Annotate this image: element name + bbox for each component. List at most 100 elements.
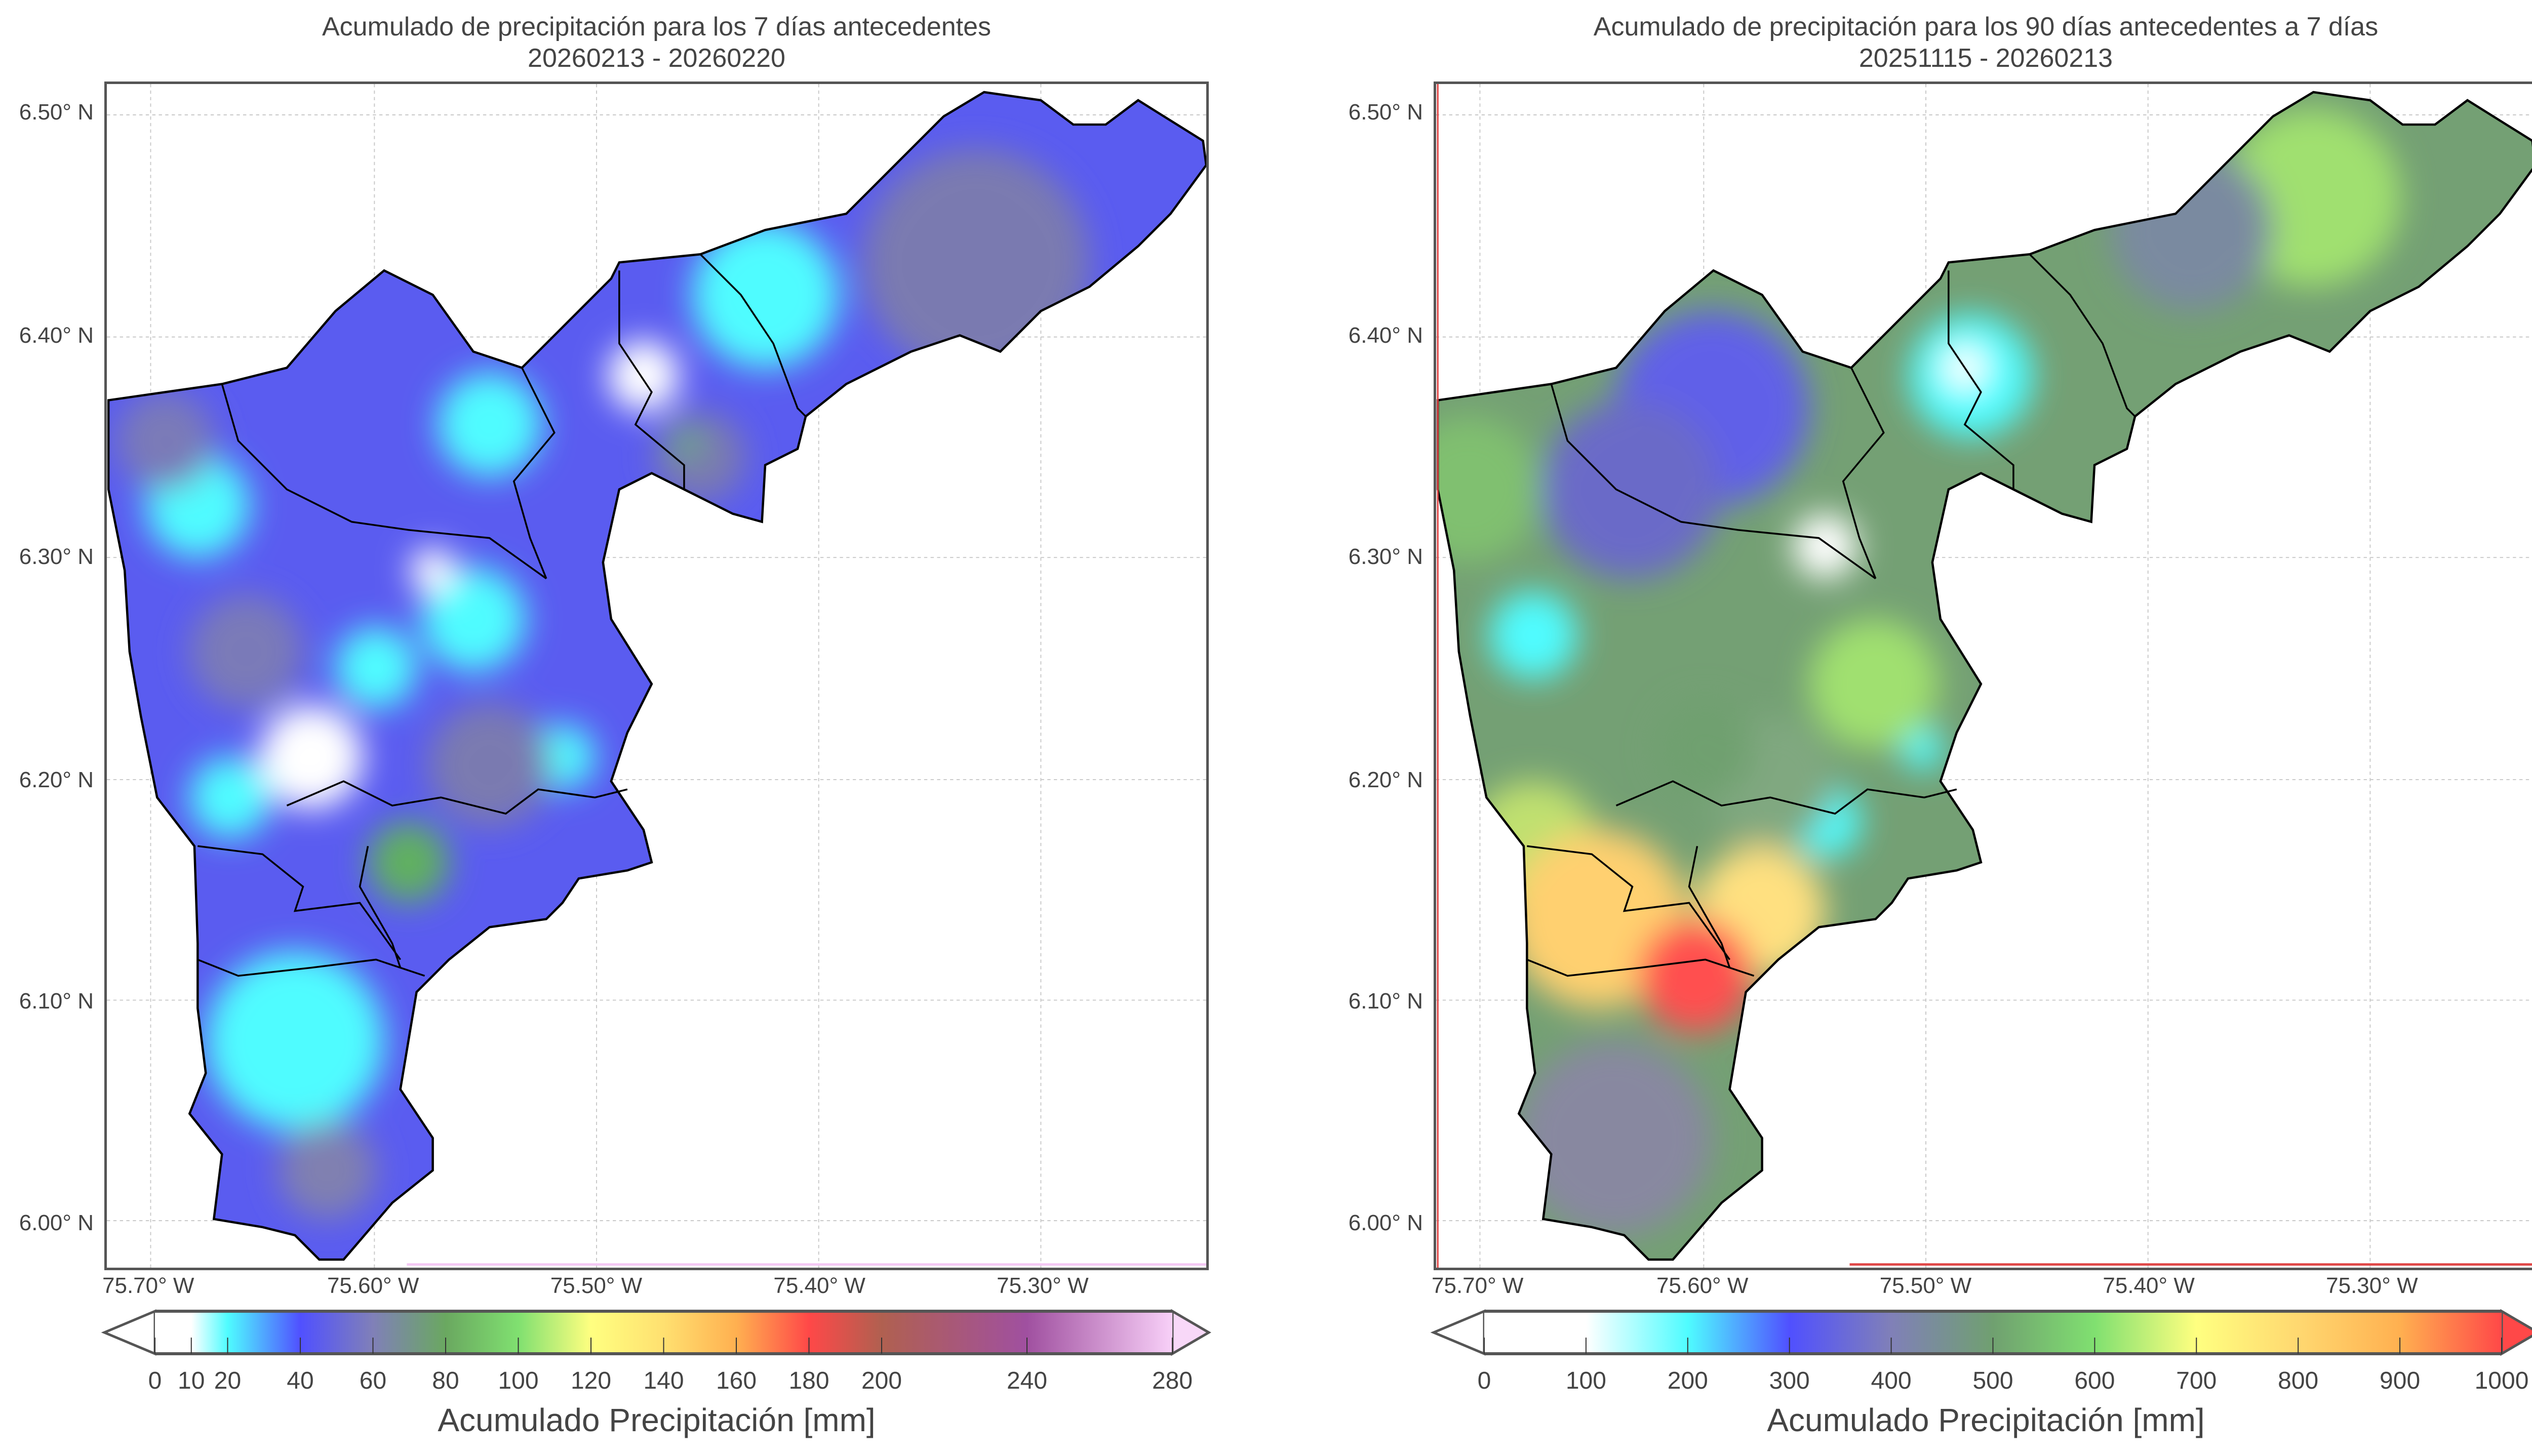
colorbar-tick-label: 60: [359, 1367, 387, 1394]
precip-blob: [1656, 700, 1754, 798]
precipitation-field: [1438, 92, 2532, 1260]
colorbar-tick-label: 100: [1565, 1367, 1606, 1394]
colorbar-tick-label: 400: [1871, 1367, 1912, 1394]
lon-tick-label: 75.40° W: [773, 1273, 865, 1298]
lon-tick-label: 75.30° W: [997, 1273, 1089, 1298]
map-canvas: [1436, 84, 2532, 1268]
precip-blob: [1541, 400, 1720, 579]
panel-title: Acumulado de precipitación para los 7 dí…: [104, 11, 1209, 74]
colorbar-tick-label: 300: [1769, 1367, 1810, 1394]
municipality-boundary: [2029, 254, 2136, 417]
map-panel-7-days: Acumulado de precipitación para los 7 dí…: [19, 11, 1211, 1438]
colorbar-tick-label: 10: [178, 1367, 205, 1394]
colorbar-label: Acumulado Precipitación [mm]: [1767, 1402, 2205, 1438]
municipality-boundary: [1527, 845, 1731, 960]
colorbar-tick-label: 40: [287, 1367, 314, 1394]
precip-blob: [1489, 591, 1577, 679]
lon-tick-label: 75.40° W: [2103, 1273, 2195, 1298]
precip-blob: [1517, 1040, 1712, 1235]
municipality-boundary: [1526, 958, 1755, 977]
colorbar-under-extension: [101, 1309, 156, 1356]
colorbar-tick-label: 600: [2074, 1367, 2115, 1394]
colorbar-tick-label: 500: [1972, 1367, 2013, 1394]
colorbar-tick-label: 100: [498, 1367, 539, 1394]
lon-tick-label: 75.60° W: [327, 1273, 419, 1298]
colorbar-tick-label: 800: [2278, 1367, 2319, 1394]
lat-tick-label: 6.00° N: [1348, 1210, 1423, 1235]
colorbar-tick-label: 120: [570, 1367, 612, 1394]
map-canvas: [107, 84, 1206, 1268]
precip-blob: [2111, 149, 2273, 311]
lat-tick-label: 6.10° N: [19, 989, 94, 1014]
lat-tick-label: 6.40° N: [19, 322, 94, 348]
lat-tick-label: 6.30° N: [19, 544, 94, 570]
precip-blob: [428, 703, 551, 827]
precip-blob: [1793, 513, 1858, 579]
colorbar-tick-label: 700: [2176, 1367, 2217, 1394]
lat-tick-label: 6.30° N: [1348, 544, 1423, 570]
lat-tick-label: 6.10° N: [1348, 989, 1423, 1014]
municipality-boundary: [1688, 845, 1731, 968]
colorbar-tick-label: 200: [861, 1367, 902, 1394]
colorbar-tick-label: 280: [1152, 1367, 1193, 1394]
precip-blob: [259, 705, 363, 809]
lat-tick-label: 6.40° N: [1348, 322, 1423, 348]
map-axes[interactable]: [1434, 82, 2532, 1270]
colorbar-tick-label: 1000: [2474, 1367, 2529, 1394]
municipality-boundary: [1842, 367, 1885, 579]
precipitation-field: [108, 92, 1206, 1260]
colorbar-tick-label: 80: [432, 1367, 459, 1394]
municipality-boundary: [197, 845, 402, 960]
colorbar-under-extension: [1430, 1309, 1486, 1356]
map-axes[interactable]: [104, 82, 1209, 1270]
title-line-2: 20260213 - 20260220: [528, 44, 785, 73]
precip-blob: [410, 547, 456, 593]
colorbar-tick-label: 140: [643, 1367, 684, 1394]
colorbar: [1430, 1309, 2532, 1356]
precip-blob: [335, 627, 417, 709]
municipality-boundary: [221, 384, 547, 580]
precip-blob: [189, 757, 271, 838]
lon-tick-label: 75.30° W: [2326, 1273, 2418, 1298]
panel-title: Acumulado de precipitación para los 90 d…: [1434, 11, 2532, 74]
lat-tick-label: 6.50° N: [19, 99, 94, 125]
precip-blob: [189, 594, 303, 709]
municipality-boundary: [197, 958, 425, 977]
lat-tick-label: 6.20° N: [19, 767, 94, 792]
precip-blob: [692, 222, 839, 368]
lat-tick-label: 6.20° N: [1348, 767, 1423, 792]
region-outline: [1436, 91, 2532, 1261]
map-panel-90-days: Acumulado de precipitación para los 90 d…: [1329, 0, 2532, 1456]
precip-blob: [1901, 727, 1944, 770]
precip-blob: [674, 431, 700, 457]
municipality-boundary: [1948, 270, 2014, 490]
title-line-2: 20251115 - 20260213: [1858, 44, 2113, 73]
colorbar: [101, 1309, 1211, 1356]
precip-blob: [655, 411, 746, 503]
lon-tick-label: 75.50° W: [1879, 1273, 1972, 1298]
title-line-1: Acumulado de precipitación para los 7 dí…: [322, 12, 992, 42]
precip-blob: [116, 392, 214, 490]
colorbar-label: Acumulado Precipitación [mm]: [438, 1402, 876, 1438]
municipality-boundary: [699, 254, 807, 417]
colorbar-tick-label: 200: [1667, 1367, 1708, 1394]
lat-tick-label: 6.00° N: [19, 1210, 94, 1235]
colorbar-tick-label: 0: [148, 1367, 162, 1394]
region-outline: [107, 91, 1206, 1261]
colorbar-over-extension: [1171, 1309, 1211, 1356]
precip-blob: [421, 567, 526, 671]
precip-blob: [438, 373, 542, 477]
precip-blob: [279, 1121, 376, 1219]
lon-tick-label: 75.60° W: [1656, 1273, 1749, 1298]
lat-tick-label: 6.50° N: [1348, 99, 1423, 125]
municipality-boundary: [512, 367, 556, 579]
precip-blob: [206, 951, 384, 1130]
title-line-1: Acumulado de precipitación para los 90 d…: [1593, 12, 2379, 42]
lon-tick-label: 75.70° W: [1432, 1273, 1524, 1298]
colorbar-tick-label: 0: [1477, 1367, 1491, 1394]
municipality-boundary: [1615, 780, 1957, 815]
colorbar-over-extension: [2500, 1309, 2532, 1356]
precip-blob: [1809, 619, 1939, 749]
colorbar-tick-label: 240: [1006, 1367, 1048, 1394]
precip-blob: [608, 340, 680, 412]
